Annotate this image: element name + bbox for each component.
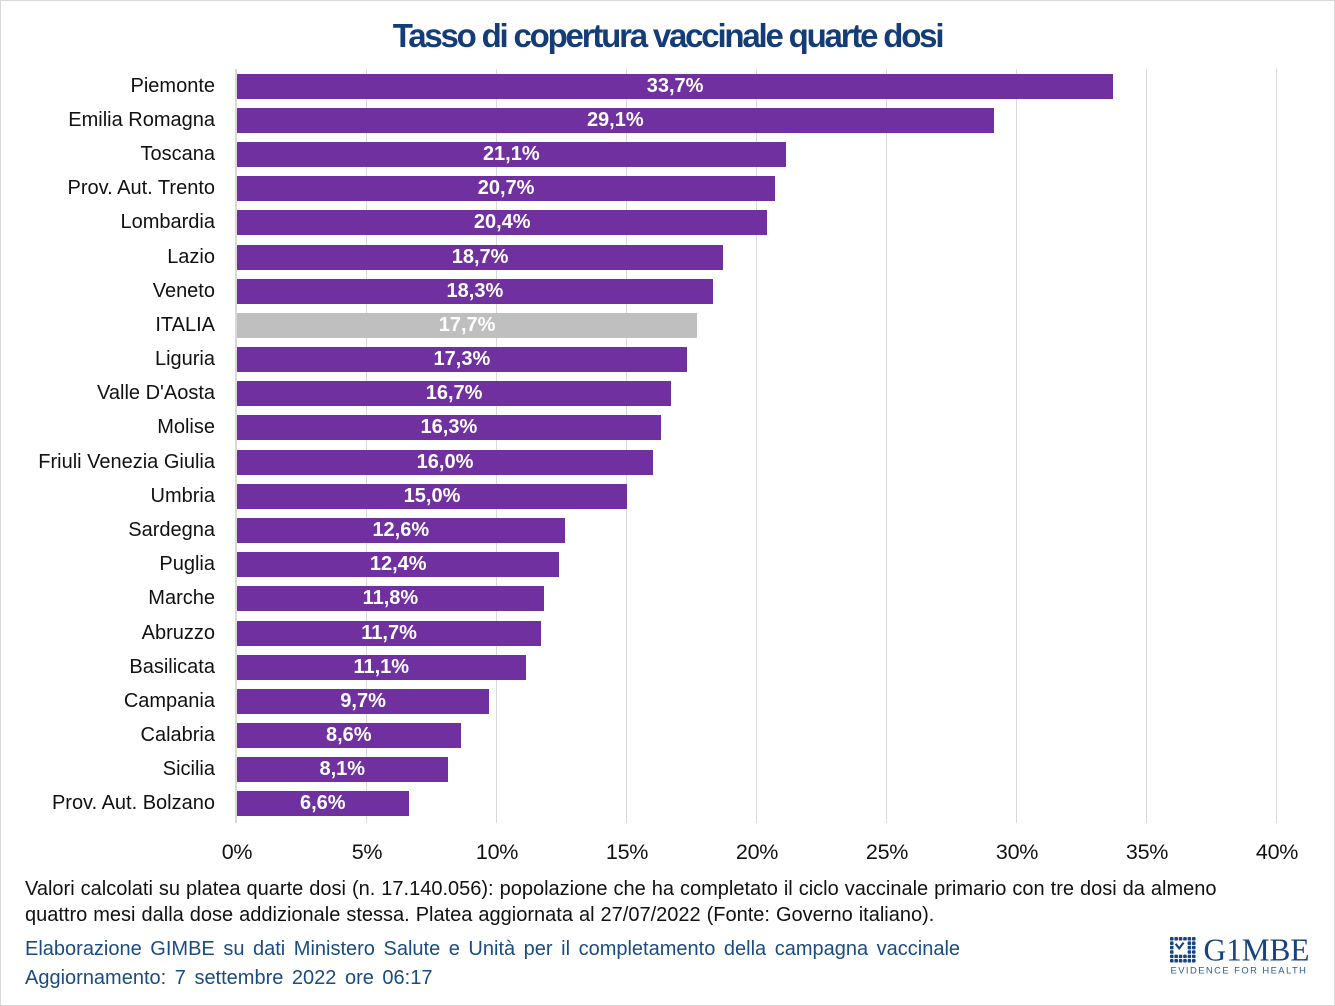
svg-text:G1MBE: G1MBE [1204, 937, 1310, 968]
svg-text:EVIDENCE FOR HEALTH: EVIDENCE FOR HEALTH [1171, 964, 1308, 975]
